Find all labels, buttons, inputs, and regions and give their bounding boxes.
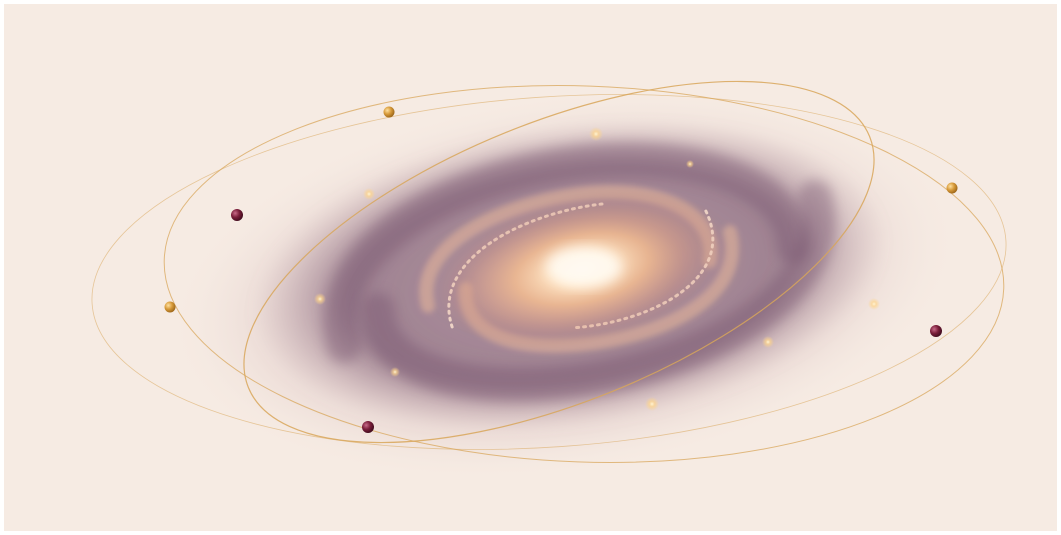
planet-gold-left	[164, 301, 176, 313]
planet-maroon-right	[930, 325, 942, 337]
sparkle	[390, 367, 400, 377]
planet-gold-top	[383, 106, 395, 118]
sparkle	[314, 293, 326, 305]
illustration-frame	[4, 4, 1057, 531]
sparkle	[589, 127, 603, 141]
sparkle	[686, 160, 694, 168]
sparkle	[645, 397, 659, 411]
planet-maroon-bottom	[362, 421, 374, 433]
galaxy-core-center	[546, 247, 622, 287]
orbit-outer-wide	[91, 94, 1007, 450]
spiral-arm-outer-a	[323, 142, 811, 364]
sparkle	[762, 336, 774, 348]
sparkle	[363, 188, 375, 200]
planet-gold-right	[946, 182, 958, 194]
galaxy-illustration	[91, 80, 1007, 481]
planets	[164, 106, 958, 433]
orbit-lines	[91, 80, 1007, 463]
planet-maroon-left	[231, 209, 243, 221]
sparkle	[868, 298, 880, 310]
spiral-arm-outer-b	[360, 179, 836, 402]
orbit-inner-tight	[163, 85, 1005, 463]
orbit-large-tilted	[243, 80, 875, 444]
sparkles	[314, 127, 880, 411]
